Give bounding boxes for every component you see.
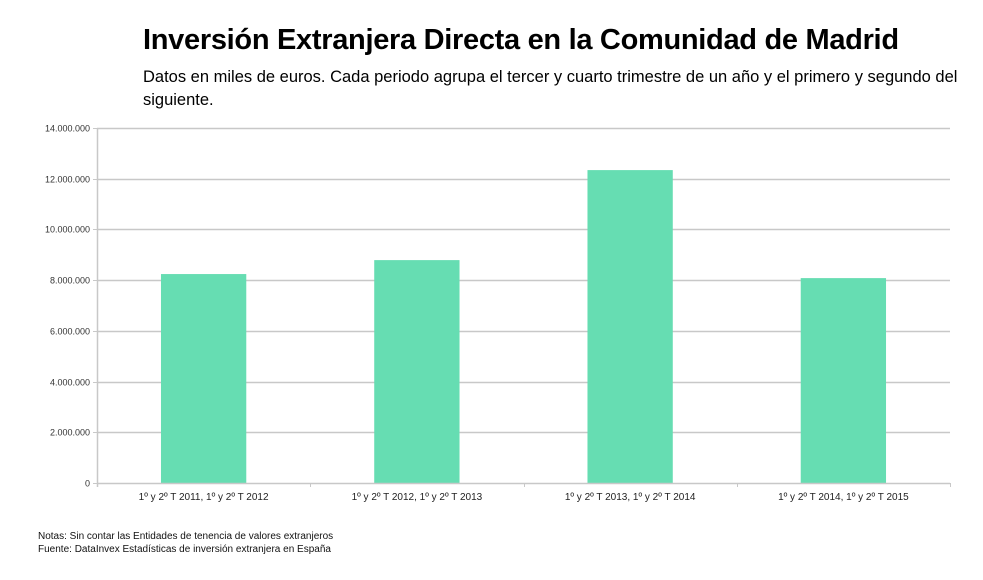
y-tick-label: 14.000.000	[45, 124, 90, 134]
bar	[160, 274, 247, 483]
x-tick-label: 1º y 2º T 2014, 1º y 2º T 2015	[778, 492, 909, 503]
y-tick-label: 12.000.000	[45, 175, 90, 185]
bar	[587, 170, 673, 484]
x-tick-label: 1º y 2º T 2012, 1º y 2º T 2013	[352, 492, 483, 503]
footnotes: Notas: Sin contar las Entidades de tenen…	[38, 530, 333, 556]
bar	[800, 278, 887, 483]
y-tick-label: 0	[85, 479, 90, 489]
notes-text: Notas: Sin contar las Entidades de tenen…	[38, 531, 334, 542]
x-tick-label: 1º y 2º T 2011, 1º y 2º T 2012	[139, 492, 269, 503]
y-axis-ticks: 0 2.000.000 4.000.000 6.000.000 8.000.000 10.…	[45, 124, 97, 489]
y-tick-label: 6.000.000	[50, 327, 90, 337]
chart-title: Inversión Extranjera Directa en la Comun…	[143, 24, 899, 56]
y-tick-label: 4.000.000	[50, 378, 90, 388]
source-text: Fuente: DataInvex Estadísticas de invers…	[38, 544, 331, 555]
y-tick-label: 2.000.000	[50, 428, 90, 438]
x-axis-labels: 1º y 2º T 2011, 1º y 2º T 2012 1º y 2º T …	[139, 492, 909, 503]
axes	[96, 128, 951, 487]
y-tick-label: 10.000.000	[45, 225, 90, 235]
chart-subtitle: Datos en miles de euros. Cada periodo ag…	[143, 68, 958, 109]
y-tick-label: 8.000.000	[50, 276, 90, 286]
bar	[374, 260, 460, 483]
bars	[160, 170, 887, 484]
x-tick-label: 1º y 2º T 2013, 1º y 2º T 2014	[565, 492, 696, 503]
